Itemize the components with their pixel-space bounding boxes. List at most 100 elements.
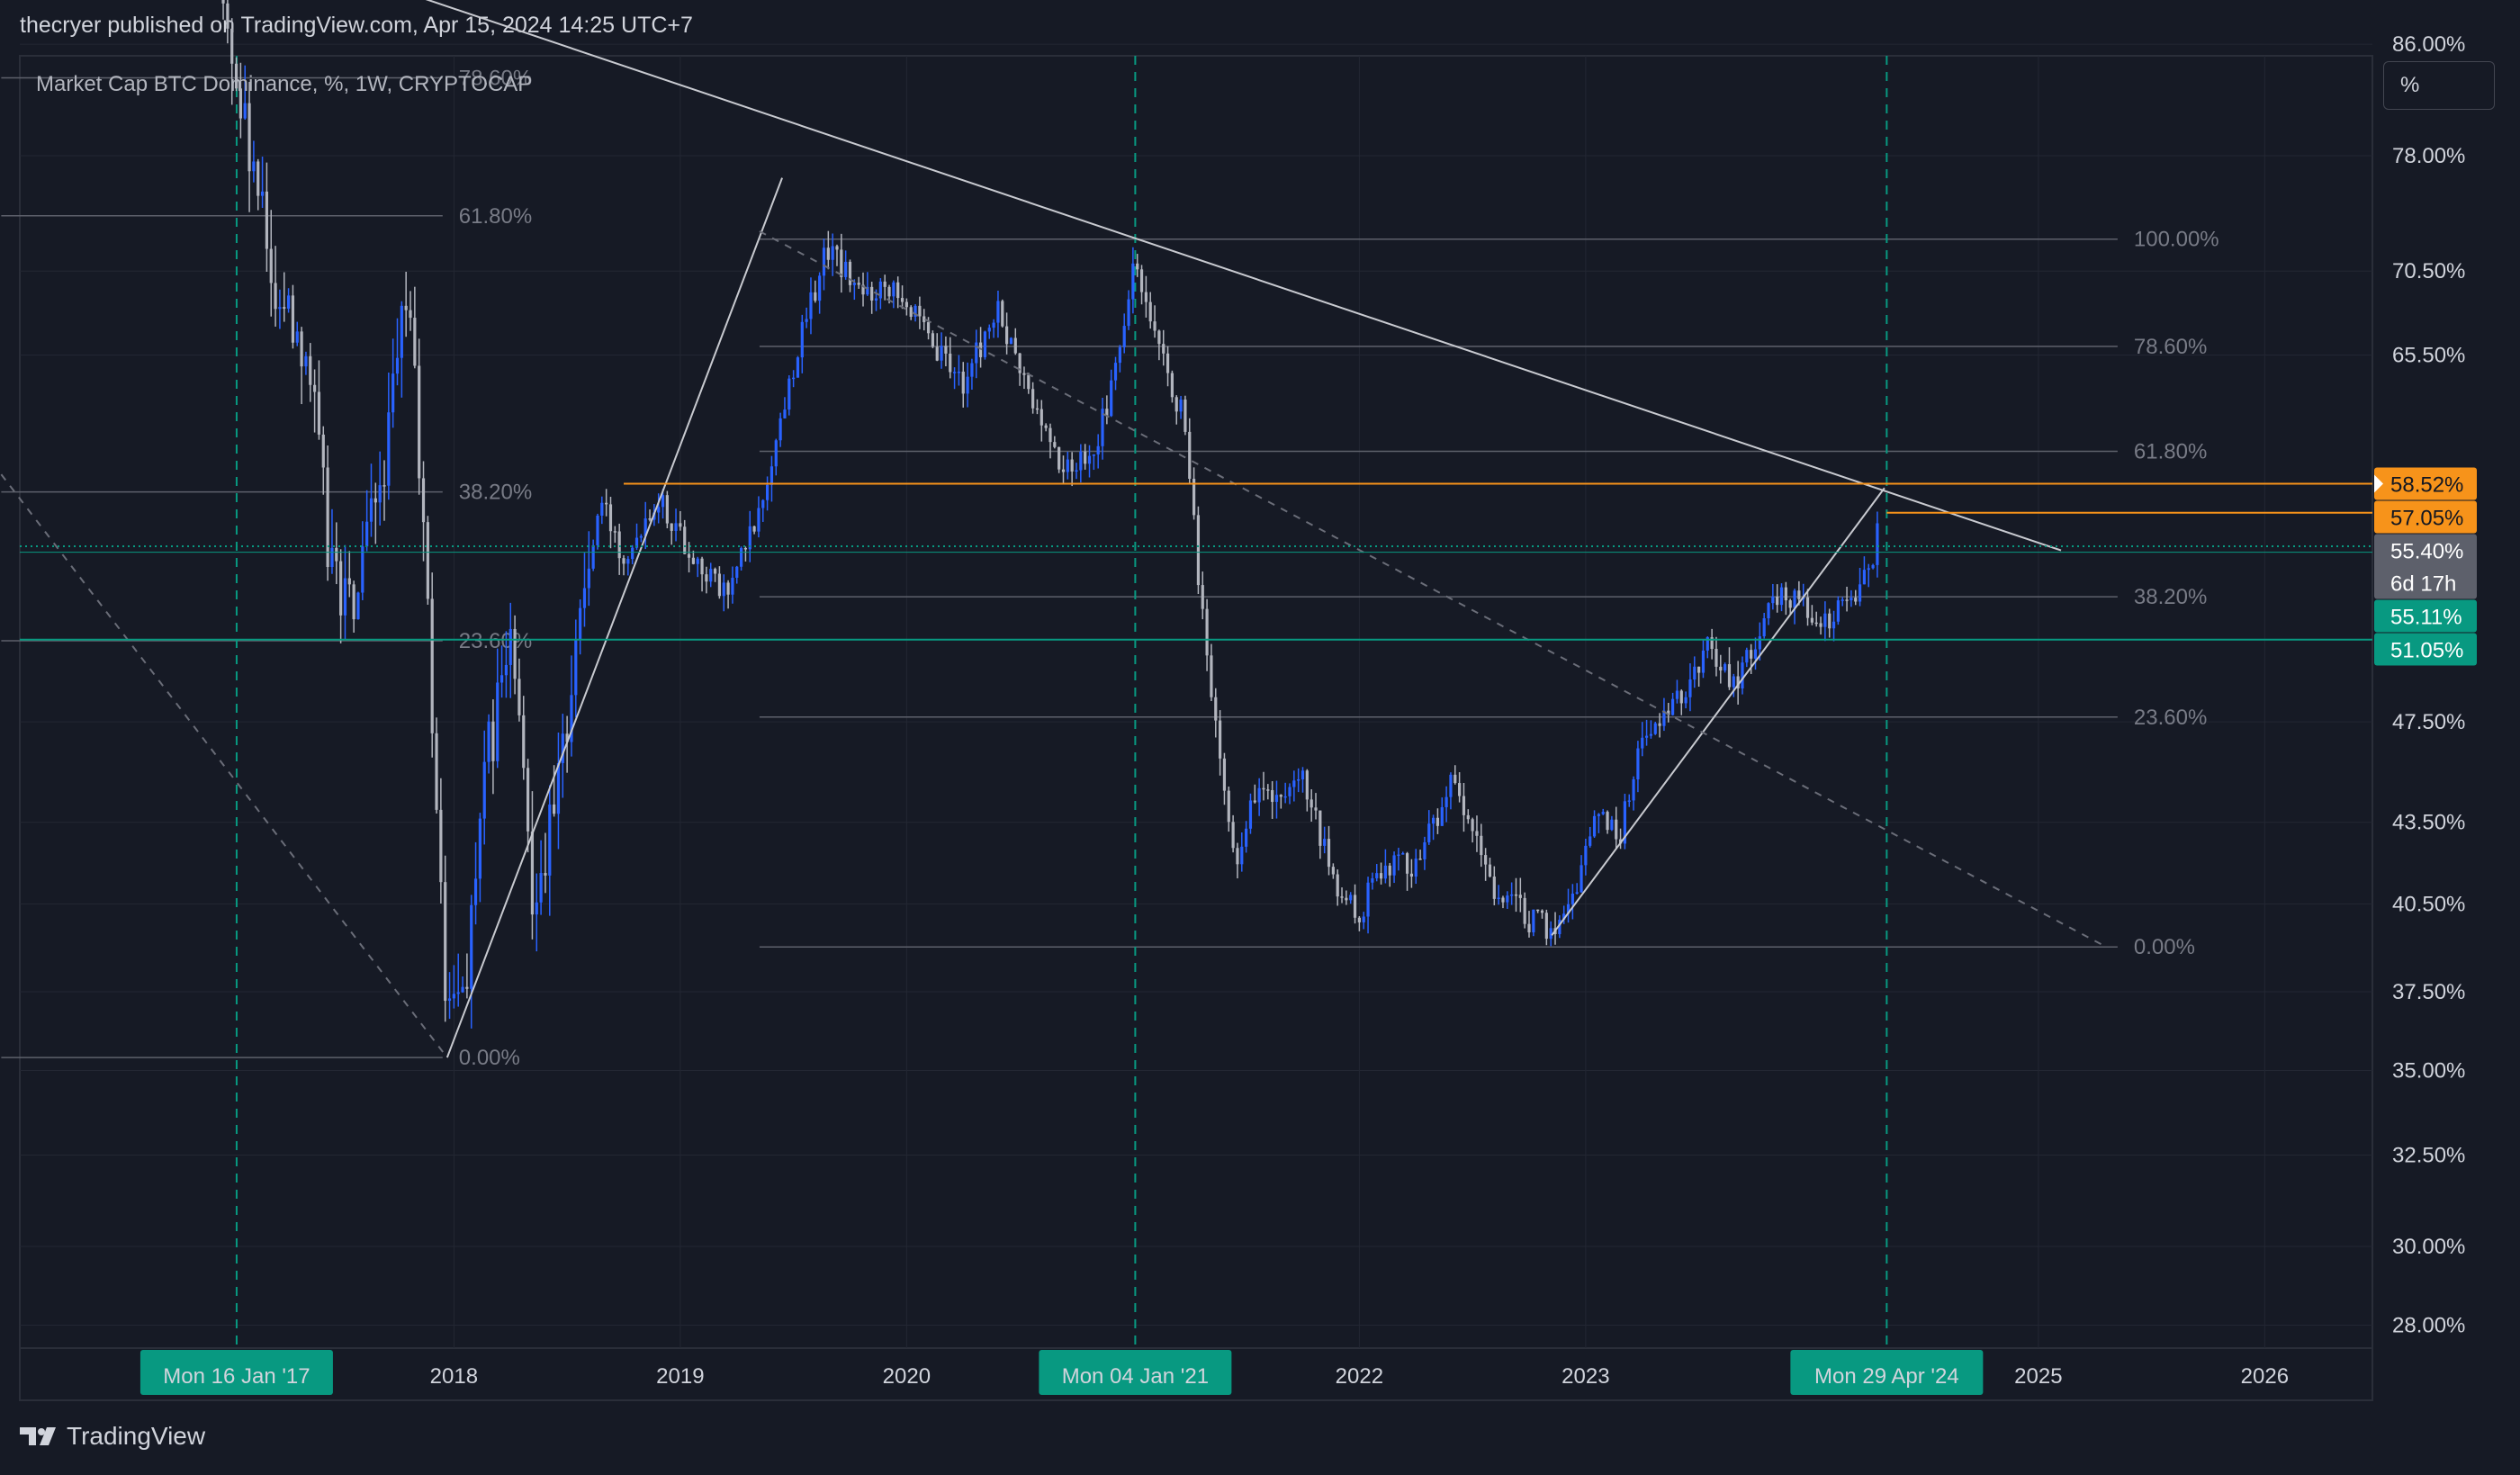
time-axis[interactable]: 2018 2019 2020 2022 2023 2025 2026 Mon 16 Jan '… <box>140 1350 2289 1395</box>
price-axis[interactable]: 102.00%94.00%86.00%78.00%70.50%65.50%47.… <box>2392 0 2478 1338</box>
candle-body <box>1776 596 1779 606</box>
tradingview-logo[interactable]: TradingView <box>20 1422 205 1451</box>
candle-body <box>1671 698 1675 715</box>
candle-body <box>1679 690 1683 704</box>
candle-body <box>491 721 495 761</box>
candle-body <box>748 526 752 550</box>
candle-body <box>518 679 521 715</box>
candle-body <box>1797 590 1801 599</box>
candle-body <box>269 248 273 283</box>
candle-body <box>983 331 987 357</box>
candle-body <box>766 484 770 500</box>
candle-body <box>1144 292 1148 302</box>
candle-body <box>1383 865 1387 879</box>
candle-body <box>238 88 242 119</box>
candle-body <box>840 249 843 277</box>
candle-body <box>1184 399 1187 432</box>
candle-body <box>1087 455 1092 464</box>
candle-body <box>482 761 486 819</box>
trendline <box>446 177 783 1058</box>
candle-body <box>887 286 891 297</box>
candle-body <box>404 305 408 310</box>
candle-body <box>900 298 904 302</box>
candle-body <box>835 246 839 250</box>
candle-body <box>1536 909 1540 912</box>
candle-body <box>1131 263 1135 300</box>
price-tags: 58.52% 57.05% 55.40% 6d 17h 55.11% 51.05% <box>2374 467 2477 666</box>
candle-body <box>1597 814 1600 816</box>
candle-body <box>439 809 443 883</box>
trendline <box>425 0 2062 552</box>
candle-body <box>1153 321 1156 331</box>
candle-body <box>1323 839 1327 846</box>
candle-body <box>230 28 234 64</box>
candle-body <box>400 305 403 358</box>
candle-body <box>1388 865 1391 876</box>
candle-body <box>1684 697 1688 704</box>
candle-body <box>435 733 438 810</box>
candle-body <box>1219 720 1222 759</box>
candle-body <box>970 363 974 377</box>
candle-body <box>1501 897 1505 903</box>
candle-body <box>1510 894 1514 896</box>
candle-body <box>1644 735 1649 738</box>
candle-body <box>848 261 852 285</box>
candle-body <box>278 307 282 310</box>
candle-body <box>1527 923 1531 933</box>
candle-body <box>473 878 478 905</box>
candle-body <box>1819 623 1822 627</box>
y-tick-label: 70.50% <box>2392 259 2465 283</box>
candle-body <box>914 305 917 317</box>
candle-body <box>696 558 699 564</box>
candle-body <box>286 295 291 309</box>
candle-body <box>918 305 922 317</box>
candle-body <box>1862 570 1867 585</box>
candle-body <box>866 286 869 295</box>
candle-body <box>1357 917 1361 922</box>
candle-body <box>234 63 238 89</box>
x-tick-label: 2019 <box>656 1364 704 1389</box>
candle-body <box>952 372 957 373</box>
candle-body <box>1166 353 1170 373</box>
candle-body <box>1706 637 1709 651</box>
candle-body <box>1096 445 1100 454</box>
candle-body <box>274 283 277 310</box>
candle-body <box>530 831 535 915</box>
candle-body <box>665 495 669 524</box>
candle-body <box>591 544 595 569</box>
candle-body <box>1492 877 1496 899</box>
candle-body <box>556 762 561 814</box>
date-marker-label: Mon 04 Jan '21 <box>1062 1364 1209 1389</box>
candle-body <box>1701 650 1706 673</box>
candle-body <box>1105 409 1109 417</box>
candle-body <box>582 588 587 608</box>
candle-body <box>774 440 778 467</box>
candle-body <box>1436 817 1440 826</box>
candle-body <box>1632 779 1635 801</box>
candle-body <box>931 333 934 347</box>
candle-body <box>679 523 682 527</box>
candle-body <box>265 191 269 249</box>
candle-body <box>1623 801 1627 844</box>
candle-body <box>1075 470 1078 472</box>
candle-body <box>570 695 573 742</box>
candle-body <box>1484 855 1488 865</box>
candle-body <box>1027 374 1030 390</box>
candle-body <box>1283 796 1287 798</box>
candle-body <box>1392 855 1396 876</box>
price-tag <box>2374 467 2477 500</box>
fib-level-label: 78.60% <box>2134 335 2207 359</box>
candle-body <box>1336 874 1339 897</box>
candle-body <box>1192 479 1196 516</box>
date-marker-label: Mon 29 Apr '24 <box>1814 1364 1959 1389</box>
publish-header: thecryer published on TradingView.com, A… <box>20 13 693 38</box>
candle-body <box>1584 845 1588 866</box>
unit-button[interactable]: % <box>2383 61 2495 110</box>
fib-level-label: 38.20% <box>459 481 532 505</box>
candle-body <box>966 376 969 394</box>
candle-body <box>1110 380 1113 417</box>
candle-body <box>957 371 961 373</box>
candle-body <box>1044 425 1048 428</box>
candle-body <box>1310 799 1313 808</box>
